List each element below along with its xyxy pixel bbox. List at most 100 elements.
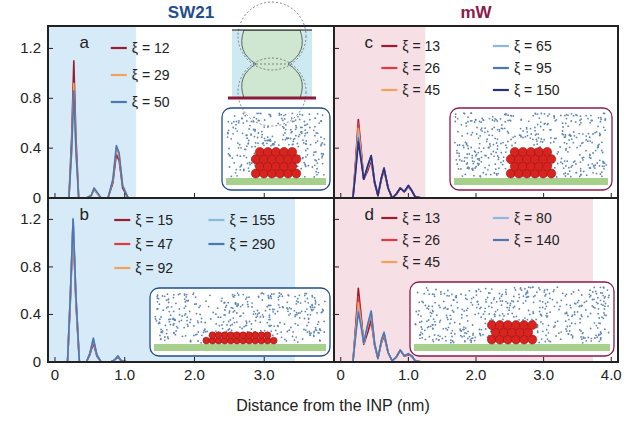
snapshot-water bbox=[530, 287, 532, 289]
snapshot-water bbox=[562, 293, 564, 295]
snapshot-ice bbox=[495, 321, 504, 330]
snapshot-water bbox=[600, 119, 602, 121]
snapshot-water bbox=[224, 302, 226, 304]
snapshot-water bbox=[549, 298, 551, 300]
snapshot-water bbox=[242, 304, 244, 306]
legend-label: ξ = 92 bbox=[135, 260, 173, 276]
snapshot-water bbox=[471, 155, 473, 157]
snapshot-water bbox=[230, 307, 232, 309]
snapshot-water bbox=[186, 320, 188, 322]
legend-label: ξ = 50 bbox=[132, 94, 170, 110]
snapshot-water bbox=[243, 326, 245, 328]
snapshot-water bbox=[459, 323, 461, 325]
snapshot-water bbox=[505, 291, 507, 293]
snapshot-water bbox=[244, 148, 246, 150]
snapshot-water bbox=[601, 141, 603, 143]
snapshot-water bbox=[241, 164, 243, 166]
snapshot-water bbox=[270, 297, 272, 299]
snapshot-water bbox=[173, 332, 175, 334]
snapshot-water bbox=[173, 323, 175, 325]
snapshot-water bbox=[173, 318, 175, 320]
snapshot-water bbox=[282, 126, 284, 128]
snapshot-water bbox=[224, 309, 226, 311]
snapshot-water bbox=[290, 308, 292, 310]
snapshot-water bbox=[231, 329, 233, 331]
snapshot-water bbox=[480, 316, 482, 318]
snapshot-water bbox=[279, 295, 281, 297]
snapshot-water bbox=[560, 338, 562, 340]
legend-swatch bbox=[493, 45, 509, 47]
snapshot-water bbox=[315, 132, 317, 134]
snapshot-water bbox=[467, 338, 469, 340]
snapshot-water bbox=[301, 131, 303, 133]
snapshot-water bbox=[251, 162, 253, 164]
snapshot-water bbox=[197, 331, 199, 333]
snapshot-water bbox=[539, 307, 541, 309]
y-tick-label: 0.4 bbox=[20, 305, 41, 322]
snapshot-water bbox=[263, 144, 265, 146]
snapshot-water bbox=[540, 121, 542, 123]
x-tick-label: 2.0 bbox=[466, 366, 487, 383]
snapshot-water bbox=[597, 147, 599, 149]
snapshot-water bbox=[472, 169, 474, 171]
snapshot-water bbox=[568, 134, 570, 136]
snapshot-water bbox=[563, 167, 565, 169]
snapshot-water bbox=[497, 173, 499, 175]
snapshot-water bbox=[165, 324, 167, 326]
snapshot-water bbox=[500, 143, 502, 145]
snapshot-water bbox=[260, 293, 262, 295]
snapshot-water bbox=[182, 335, 184, 337]
legend-swatch bbox=[111, 101, 127, 103]
snapshot-water bbox=[507, 131, 509, 133]
snapshot-water bbox=[205, 300, 207, 302]
snapshot-water bbox=[484, 155, 486, 157]
snapshot-water bbox=[577, 302, 579, 304]
snapshot-water bbox=[524, 288, 526, 290]
snapshot-water bbox=[604, 308, 606, 310]
snapshot-water bbox=[547, 115, 549, 117]
snapshot-water bbox=[538, 342, 540, 344]
snapshot-water bbox=[579, 124, 581, 126]
snapshot-water bbox=[292, 140, 294, 142]
snapshot-water bbox=[564, 313, 566, 315]
snapshot-ice bbox=[215, 332, 222, 339]
snapshot-water bbox=[479, 175, 481, 177]
snapshot-water bbox=[237, 292, 239, 294]
snapshot-water bbox=[472, 334, 474, 336]
snapshot-water bbox=[578, 306, 580, 308]
snapshot-water bbox=[447, 319, 449, 321]
snapshot-ice bbox=[512, 321, 521, 330]
snapshot-water bbox=[431, 306, 433, 308]
snapshot-water bbox=[232, 294, 234, 296]
snapshot-water bbox=[269, 325, 271, 327]
snapshot-water bbox=[561, 133, 563, 135]
legend-swatch bbox=[493, 89, 509, 91]
snapshot-water bbox=[177, 327, 179, 329]
legend-swatch bbox=[493, 217, 509, 219]
snapshot-water bbox=[319, 340, 321, 342]
snapshot-water bbox=[489, 118, 491, 120]
snapshot-water bbox=[518, 319, 520, 321]
snapshot-water bbox=[293, 138, 295, 140]
snapshot-water bbox=[543, 291, 545, 293]
snapshot-water bbox=[500, 152, 502, 154]
snapshot-water bbox=[299, 317, 301, 319]
snapshot-ice bbox=[503, 321, 512, 330]
snapshot-water bbox=[305, 133, 307, 135]
snapshot-water bbox=[491, 288, 493, 290]
snapshot-water bbox=[494, 314, 496, 316]
snapshot-water bbox=[419, 334, 421, 336]
snapshot-water bbox=[323, 138, 325, 140]
snapshot-water bbox=[549, 293, 551, 295]
snapshot-water bbox=[236, 130, 238, 132]
snapshot-water bbox=[485, 288, 487, 290]
snapshot-water bbox=[260, 330, 262, 332]
snapshot-water bbox=[261, 299, 263, 301]
legend-swatch bbox=[381, 45, 397, 47]
snapshot-water bbox=[315, 171, 317, 173]
snapshot-water bbox=[499, 298, 501, 300]
snapshot-water bbox=[185, 313, 187, 315]
snapshot-water bbox=[598, 334, 600, 336]
snapshot-water bbox=[234, 294, 236, 296]
snapshot-water bbox=[489, 145, 491, 147]
